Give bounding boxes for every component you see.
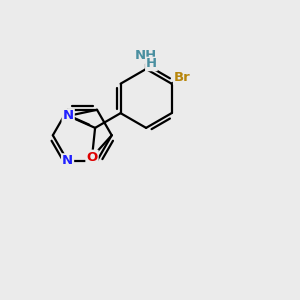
- Text: NH: NH: [135, 49, 157, 62]
- Text: O: O: [86, 151, 98, 164]
- Text: N: N: [62, 154, 73, 167]
- Text: H: H: [146, 58, 157, 70]
- Text: Br: Br: [174, 71, 191, 84]
- Text: N: N: [63, 110, 74, 122]
